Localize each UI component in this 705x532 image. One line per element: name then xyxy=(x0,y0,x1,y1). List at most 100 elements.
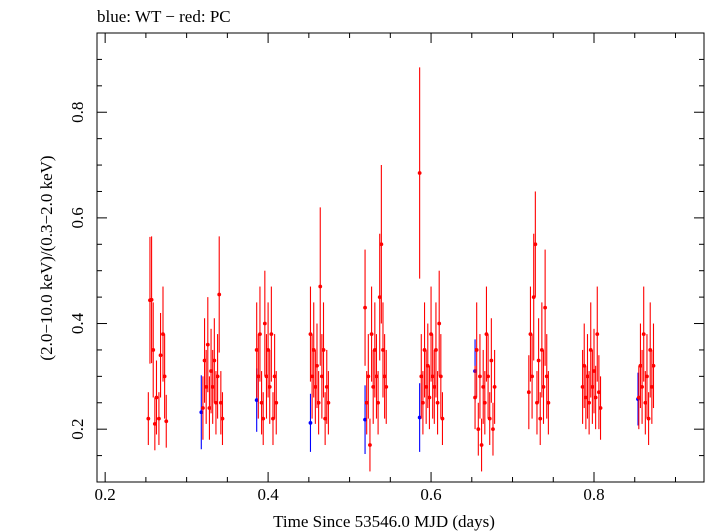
data-marker xyxy=(481,385,486,389)
data-marker xyxy=(274,400,279,405)
data-marker xyxy=(374,374,379,379)
data-marker xyxy=(266,348,271,352)
data-marker xyxy=(258,332,262,336)
data-point xyxy=(417,383,422,452)
data-marker xyxy=(310,374,314,379)
data-marker xyxy=(474,348,479,352)
data-point xyxy=(435,371,440,435)
data-marker xyxy=(427,395,432,400)
data-point xyxy=(258,286,262,382)
data-marker xyxy=(363,305,367,310)
data-marker xyxy=(531,295,536,300)
data-point xyxy=(526,355,531,430)
data-marker xyxy=(437,321,442,326)
data-marker xyxy=(371,385,376,389)
y-tick-label: 0.4 xyxy=(68,312,87,334)
data-marker xyxy=(161,332,165,336)
data-marker xyxy=(164,419,169,424)
data-point xyxy=(371,349,376,424)
data-marker xyxy=(269,332,274,336)
data-marker xyxy=(425,363,430,368)
plot-frame xyxy=(96,32,705,483)
data-point xyxy=(596,355,601,430)
data-marker xyxy=(254,398,259,403)
data-marker xyxy=(209,369,213,373)
data-point xyxy=(422,302,427,398)
data-point xyxy=(319,334,324,419)
data-marker xyxy=(580,385,585,389)
data-point xyxy=(201,376,205,440)
data-marker xyxy=(218,400,223,405)
data-marker xyxy=(590,385,595,389)
data-point xyxy=(432,349,437,424)
data-point xyxy=(205,297,210,393)
data-marker xyxy=(538,416,543,421)
data-marker xyxy=(382,374,387,379)
data-marker xyxy=(157,416,161,421)
x-tick-label: 0.8 xyxy=(583,485,604,504)
data-marker xyxy=(149,297,154,302)
data-marker xyxy=(473,395,477,400)
data-point xyxy=(161,286,165,382)
data-marker xyxy=(316,400,321,405)
data-marker xyxy=(363,417,367,422)
data-marker xyxy=(256,374,261,379)
data-point xyxy=(533,191,538,298)
data-points xyxy=(146,67,656,472)
data-marker xyxy=(315,363,319,368)
data-point xyxy=(318,207,323,366)
data-marker xyxy=(643,400,648,405)
data-marker xyxy=(369,332,374,336)
data-point xyxy=(528,286,533,382)
data-marker xyxy=(326,400,331,405)
data-marker xyxy=(207,406,212,410)
data-point xyxy=(643,371,648,435)
data-marker xyxy=(492,385,497,389)
data-point xyxy=(538,392,543,446)
data-point xyxy=(271,392,275,446)
data-point xyxy=(641,286,646,382)
data-point xyxy=(440,392,445,446)
data-point xyxy=(214,371,218,435)
data-point xyxy=(595,286,600,382)
data-marker xyxy=(321,348,326,352)
data-marker xyxy=(421,400,425,405)
data-point xyxy=(262,270,267,377)
data-point xyxy=(648,302,653,398)
data-point xyxy=(479,418,484,472)
data-point xyxy=(379,165,384,324)
data-point xyxy=(254,302,259,398)
data-point xyxy=(491,402,495,456)
data-marker xyxy=(651,363,656,368)
data-point xyxy=(476,402,481,456)
data-marker xyxy=(487,416,492,421)
data-point xyxy=(374,334,379,419)
data-point xyxy=(580,349,585,424)
data-point xyxy=(316,371,321,435)
data-marker xyxy=(593,395,598,400)
x-tick-label: 0.6 xyxy=(420,485,441,504)
data-marker xyxy=(264,374,269,379)
data-marker xyxy=(323,416,328,421)
data-marker xyxy=(372,348,377,352)
data-marker xyxy=(645,374,649,379)
data-point xyxy=(593,365,598,430)
data-point xyxy=(419,334,424,419)
data-point xyxy=(158,312,163,398)
data-marker xyxy=(376,400,380,405)
data-point xyxy=(649,349,654,424)
data-point xyxy=(382,334,387,419)
data-point xyxy=(531,233,536,361)
data-point xyxy=(363,385,367,455)
data-point xyxy=(323,392,328,446)
data-point xyxy=(536,318,541,403)
data-marker xyxy=(417,171,422,175)
data-marker xyxy=(158,353,163,358)
data-point xyxy=(162,334,167,419)
data-point xyxy=(421,371,425,435)
data-marker xyxy=(272,374,277,379)
data-point xyxy=(482,371,487,435)
data-point xyxy=(546,371,551,435)
data-marker xyxy=(215,374,220,379)
data-marker xyxy=(536,358,541,363)
